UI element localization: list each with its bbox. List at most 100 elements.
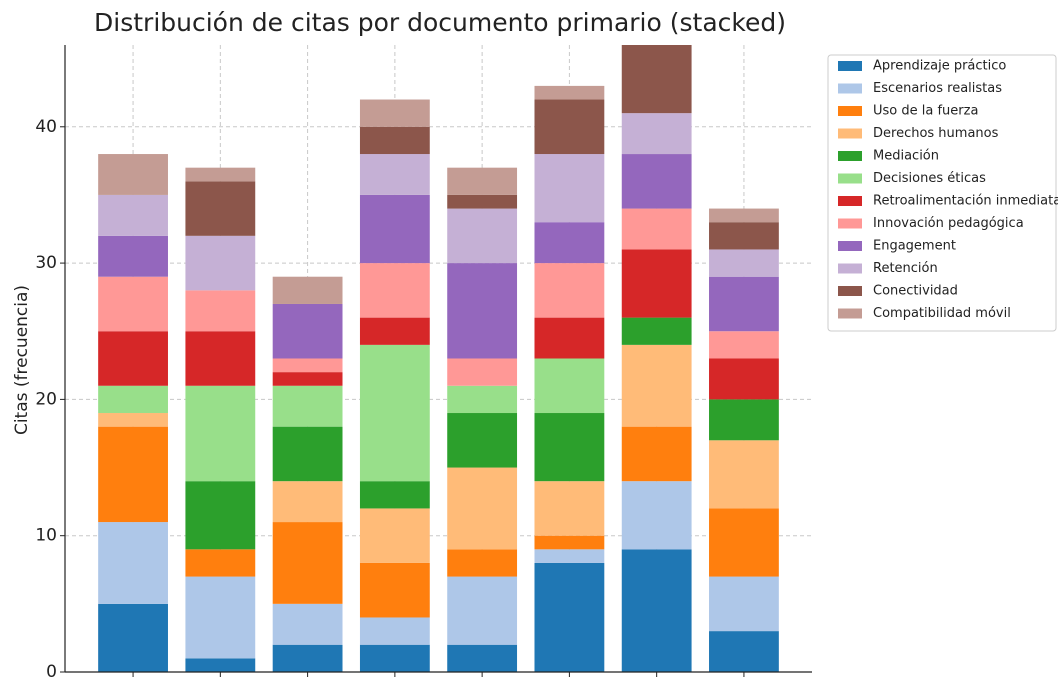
bar-segment [98,331,168,386]
bar-segment [621,154,692,209]
bar-segment [272,481,343,523]
bar-segment [98,603,168,672]
bar-segment [621,426,692,482]
bar-segment [534,562,605,672]
bar-segment [185,167,256,182]
bar-segment [359,617,430,645]
bar-segment [534,154,605,223]
bar-segment [447,385,518,414]
bar-segment [272,522,343,604]
bar-segment [447,208,518,264]
legend-swatch [838,61,862,71]
bar-segment [185,331,256,386]
bar-segment [98,522,168,604]
bar-segment [185,385,256,482]
legend-label: Retroalimentación inmediata [873,194,1058,209]
legend-swatch [838,196,862,206]
bar-segment [359,344,430,482]
bar-segment [534,549,605,563]
bar-segment [621,45,692,114]
y-tick-label: 20 [35,389,57,409]
legend-swatch [838,128,862,139]
legend-swatch [838,106,862,116]
bar-segment [447,413,518,468]
bar-segment [359,263,430,318]
bar-segment [621,113,692,155]
bar-segment [709,508,779,577]
bar-segment [621,317,692,345]
bar-segment [272,385,343,427]
bar-segment [98,413,168,427]
legend-swatch [838,151,862,161]
bar-segment [709,576,779,632]
bar-segment [709,331,779,359]
bar-segment [272,303,343,359]
bar-segment [185,549,256,577]
legend-label: Compatibilidad móvil [873,306,1011,321]
bar-segment [359,508,430,563]
legend-swatch [838,173,862,184]
bar-segment [447,358,518,386]
bar-segment [98,426,168,523]
bar-segment [98,276,168,332]
legend-swatch [838,286,862,296]
y-tick-label: 30 [35,253,57,273]
bar-segment [709,399,779,441]
bar-segment [709,358,779,400]
bar-segment [709,631,779,672]
bar-segment [359,194,430,264]
bar-segment [359,481,430,509]
bar-segment [359,644,430,672]
bar-segment [621,249,692,318]
bar-segment [447,549,518,577]
bar-segment [98,154,168,195]
bar-segment [709,222,779,250]
legend-label: Engagement [873,239,956,254]
bar-segment [359,154,430,195]
bar-segment [534,263,605,318]
bar-segment [447,167,518,195]
y-tick-label: 40 [35,117,57,137]
legend-swatch [838,308,862,319]
bar-segment [447,644,518,672]
bar-segment [272,426,343,482]
bar-segment [359,317,430,345]
bar-segment [272,276,343,304]
bar-segment [534,358,605,414]
bar-segment [185,576,256,659]
legend-label: Escenarios realistas [873,81,1002,96]
bar-segment [185,658,256,672]
bar-segment [709,440,779,509]
bar-segment [272,372,343,386]
bar-segment [98,385,168,414]
bar-segment [447,263,518,359]
legend-box [827,54,1057,332]
bar-segment [185,235,256,291]
legend-label: Innovación pedagógica [873,216,1024,231]
bar-segment [272,603,343,645]
bar-segment [621,208,692,250]
bar-segment [534,85,605,100]
legend-swatch [838,263,862,274]
bar-segment [98,235,168,277]
bar-segment [359,126,430,155]
bar-segment [534,535,605,550]
chart-title: Distribución de citas por documento prim… [94,8,786,37]
bar-segment [447,467,518,550]
bar-segment [709,208,779,223]
y-tick-label: 10 [35,526,57,546]
bar-segment [709,249,779,277]
legend-label: Decisiones éticas [873,171,986,186]
bar-segment [447,576,518,645]
bar-segment [447,194,518,209]
bar-segment [359,562,430,618]
bar-segment [359,99,430,127]
bar-segment [534,413,605,482]
legend-label: Conectividad [873,284,958,299]
bar-segment [272,644,343,672]
y-axis-label: Citas (frecuencia) [12,285,32,435]
bar-segment [185,181,256,236]
bar-segment [621,549,692,672]
bar-segment [621,481,692,550]
